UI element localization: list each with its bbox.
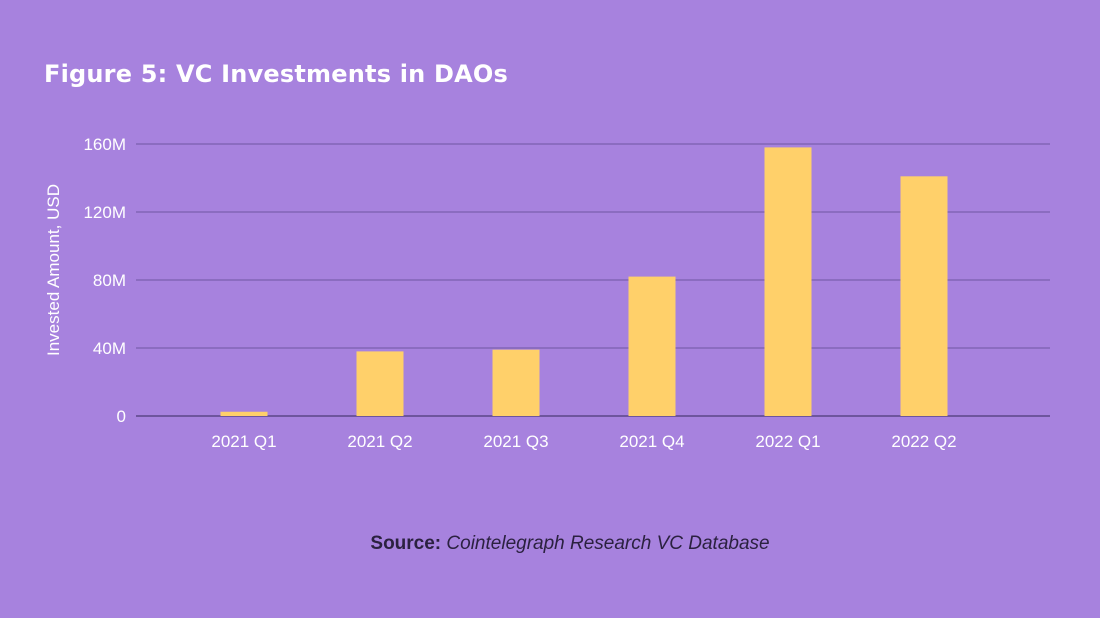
y-tick-label: 160M bbox=[83, 135, 126, 154]
x-tick-label: 2021 Q3 bbox=[483, 432, 548, 451]
source-text: Cointelegraph Research VC Database bbox=[446, 533, 770, 554]
x-tick-label: 2022 Q2 bbox=[891, 432, 956, 451]
bar bbox=[356, 351, 404, 416]
y-tick-label: 120M bbox=[83, 203, 126, 222]
x-tick-label: 2021 Q1 bbox=[211, 432, 276, 451]
bar bbox=[492, 349, 540, 416]
y-axis-title: Invested Amount, USD bbox=[44, 184, 63, 356]
source-prefix: Source: bbox=[370, 533, 442, 554]
source-note: Source: Cointelegraph Research VC Databa… bbox=[0, 533, 1100, 555]
y-tick-label: 0 bbox=[117, 407, 126, 426]
bar bbox=[628, 276, 676, 416]
bar bbox=[220, 411, 268, 416]
bar bbox=[900, 176, 948, 416]
x-tick-label: 2022 Q1 bbox=[755, 432, 820, 451]
x-tick-label: 2021 Q4 bbox=[619, 432, 684, 451]
x-tick-label: 2021 Q2 bbox=[347, 432, 412, 451]
bar bbox=[764, 147, 812, 416]
y-tick-label: 80M bbox=[93, 271, 126, 290]
chart-title: Figure 5: VC Investments in DAOs bbox=[44, 60, 508, 88]
y-tick-label: 40M bbox=[93, 339, 126, 358]
